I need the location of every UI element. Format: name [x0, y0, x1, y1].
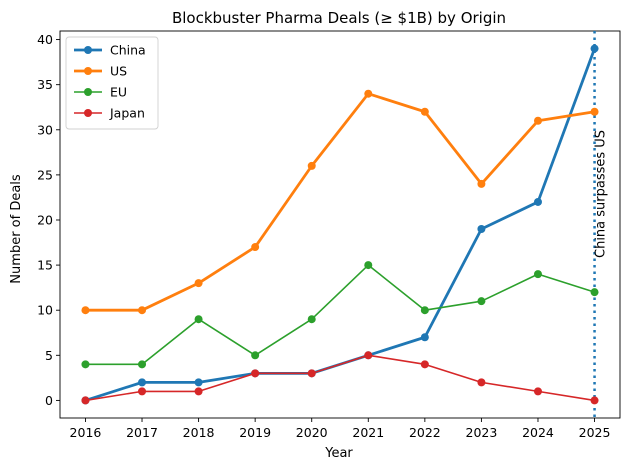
x-tick-label: 2022	[409, 425, 441, 440]
legend-label-china: China	[110, 43, 146, 58]
legend-label-eu: EU	[110, 85, 127, 100]
data-point-eu	[81, 360, 90, 369]
data-point-us	[194, 279, 203, 288]
data-point-china	[138, 378, 147, 387]
data-point-japan	[307, 369, 316, 378]
data-point-china	[477, 225, 486, 234]
data-point-japan	[590, 396, 599, 405]
data-point-eu	[590, 288, 599, 297]
data-point-us	[477, 179, 486, 188]
data-point-eu	[307, 315, 316, 324]
y-tick-label: 10	[37, 303, 53, 318]
data-point-japan	[420, 360, 429, 369]
y-tick-label: 0	[45, 393, 53, 408]
y-tick-label: 15	[37, 258, 53, 273]
data-point-china	[533, 197, 542, 206]
data-point-us	[307, 161, 316, 170]
x-tick-label: 2025	[579, 425, 611, 440]
data-point-us	[81, 306, 90, 315]
data-point-us	[420, 107, 429, 116]
data-point-japan	[533, 387, 542, 396]
legend-swatch-marker	[84, 67, 92, 75]
legend-label-japan: Japan	[109, 106, 145, 121]
x-tick-label: 2017	[126, 425, 158, 440]
data-point-eu	[194, 315, 203, 324]
data-point-us	[533, 116, 542, 125]
x-tick-label: 2020	[296, 425, 328, 440]
data-point-japan	[81, 396, 90, 405]
x-tick-label: 2021	[352, 425, 384, 440]
y-tick-label: 35	[37, 77, 53, 92]
plot-frame	[59, 30, 621, 419]
data-point-japan	[364, 351, 373, 360]
legend-swatch-marker	[84, 109, 92, 117]
data-point-japan	[477, 378, 486, 387]
legend-swatch-marker	[84, 46, 92, 54]
chart-title: Blockbuster Pharma Deals (≥ $1B) by Orig…	[172, 9, 506, 27]
x-tick-label: 2016	[70, 425, 102, 440]
data-point-us	[251, 243, 260, 252]
data-point-japan	[251, 369, 260, 378]
data-point-china	[420, 333, 429, 342]
y-axis-label: Number of Deals	[9, 174, 24, 284]
series-line-japan	[85, 354, 595, 402]
data-point-eu	[533, 270, 542, 279]
x-tick-label: 2019	[239, 425, 271, 440]
data-point-china	[590, 44, 599, 53]
data-point-eu	[251, 351, 260, 360]
legend-swatch-marker	[84, 88, 92, 96]
y-tick-label: 25	[37, 167, 53, 182]
data-point-japan	[194, 387, 203, 396]
data-point-us	[590, 107, 599, 116]
y-tick-label: 40	[37, 32, 53, 47]
y-tick-label: 5	[45, 348, 53, 363]
legend-label-us: US	[110, 64, 127, 79]
data-point-eu	[420, 306, 429, 315]
data-point-eu	[364, 261, 373, 270]
data-point-eu	[138, 360, 147, 369]
x-tick-label: 2024	[522, 425, 554, 440]
data-point-china	[194, 378, 203, 387]
annotation-text: China surpasses US	[594, 130, 609, 258]
x-axis-label: Year	[324, 446, 353, 461]
series-line-eu	[85, 264, 595, 366]
x-tick-label: 2023	[466, 425, 498, 440]
series-line-us	[85, 92, 595, 312]
data-point-japan	[138, 387, 147, 396]
y-tick-label: 30	[37, 122, 53, 137]
data-point-eu	[477, 297, 486, 306]
data-point-us	[138, 306, 147, 315]
y-tick-label: 20	[37, 212, 53, 227]
legend-box	[65, 36, 159, 130]
data-point-us	[364, 89, 373, 98]
x-tick-label: 2018	[183, 425, 215, 440]
